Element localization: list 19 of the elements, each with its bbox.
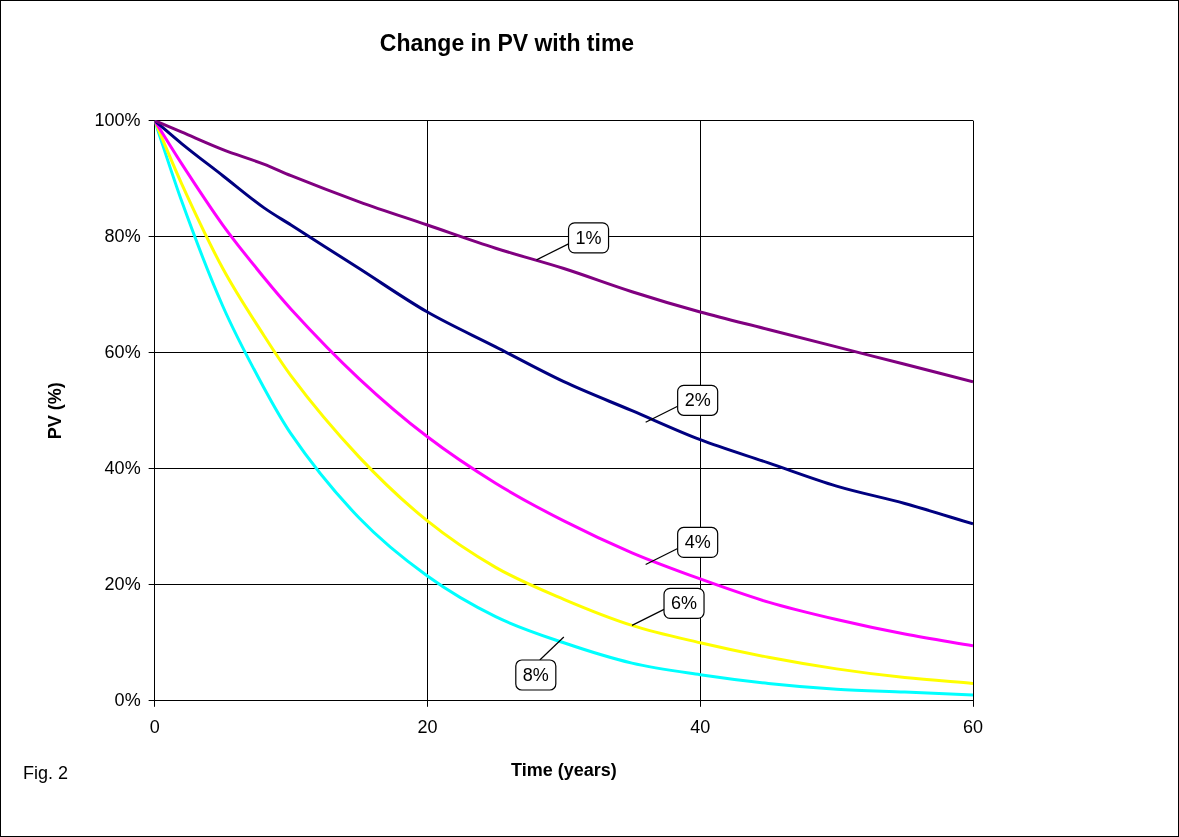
x-axis-title: Time (years) (510, 760, 617, 781)
annotation: 4% (684, 532, 711, 553)
chart-title: Change in PV with time (379, 30, 635, 57)
y-tick-label: 40% (104, 457, 141, 478)
annotation: 8% (522, 664, 549, 685)
y-tick-label: 80% (104, 225, 141, 246)
y-axis-title: PV (%) (44, 382, 65, 440)
x-tick-label: 20 (417, 716, 438, 737)
x-tick-label: 40 (690, 716, 711, 737)
y-tick-label: 0% (114, 689, 141, 710)
y-tick-label: 60% (104, 341, 141, 362)
annotation: 1% (575, 227, 602, 248)
y-tick-label: 100% (94, 109, 141, 130)
y-tick-label: 20% (104, 573, 141, 594)
x-tick-label: 60 (962, 716, 984, 737)
caption: Fig. 2 (23, 762, 69, 783)
x-tick-label: 0 (149, 716, 160, 737)
annotation: 2% (684, 390, 711, 411)
annotation: 6% (671, 593, 698, 614)
